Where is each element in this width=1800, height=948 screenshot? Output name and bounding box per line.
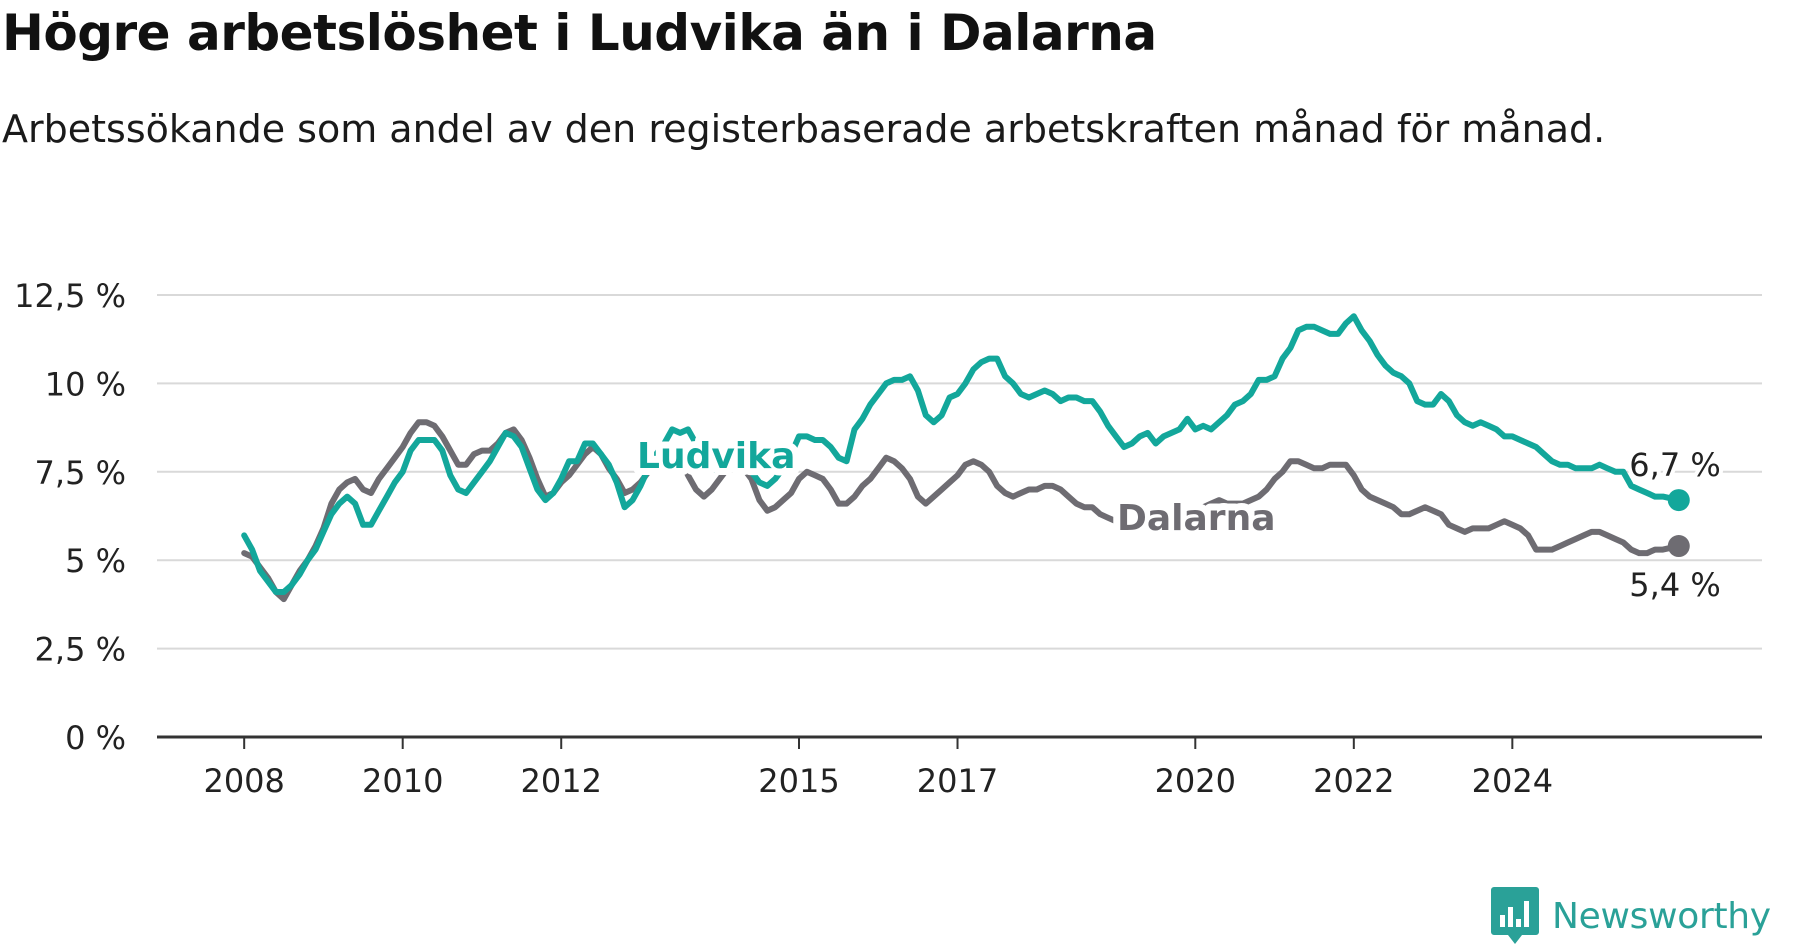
- x-tick-label: 2024: [1472, 762, 1553, 800]
- chart-subtitle: Arbetssökande som andel av den registerb…: [2, 107, 1606, 151]
- end-point-dalarna: [1667, 535, 1690, 558]
- newsworthy-logo-icon: [1491, 887, 1539, 944]
- brand: Newsworthy: [1490, 885, 1771, 947]
- chart-title: Högre arbetslöshet i Ludvika än i Dalarn…: [2, 4, 1157, 62]
- brand-name: Newsworthy: [1552, 895, 1771, 937]
- end-value-label: 5,4 %: [1629, 566, 1720, 604]
- series-label-dalarna: Dalarna: [1117, 498, 1275, 539]
- y-tick-label: 0 %: [65, 719, 126, 757]
- y-tick-label: 7,5 %: [35, 454, 126, 492]
- x-tick-label: 2020: [1155, 762, 1236, 800]
- x-tick-label: 2017: [917, 762, 998, 800]
- end-value-label: 6,7 %: [1629, 446, 1720, 484]
- end-point-ludvika: [1667, 489, 1690, 512]
- x-tick-label: 2008: [203, 762, 284, 800]
- y-tick-label: 2,5 %: [35, 631, 126, 669]
- x-tick-label: 2022: [1313, 762, 1394, 800]
- grid-lines: [157, 294, 1762, 739]
- series-line-ludvika: [241, 313, 1682, 595]
- x-tick-label: 2015: [758, 762, 839, 800]
- x-tick-label: 2012: [521, 762, 602, 800]
- y-tick-label: 5 %: [65, 542, 126, 580]
- x-tick-label: 2010: [362, 762, 443, 800]
- series-labels: Ludvika Dalarna 6,7 % 5,4 %: [630, 429, 1725, 608]
- series-label-ludvika: Ludvika: [637, 436, 795, 477]
- x-axis-ticks: 2008 2010 2012 2015 2017 2020 2022 2024: [203, 737, 1553, 800]
- y-tick-label: 12,5 %: [14, 277, 126, 315]
- series-lines: [241, 313, 1690, 603]
- y-axis-ticks: 0 % 2,5 % 5 % 7,5 % 10 % 12,5 %: [14, 277, 126, 757]
- y-tick-label: 10 %: [45, 365, 126, 403]
- series-line-dalarna: [241, 419, 1682, 603]
